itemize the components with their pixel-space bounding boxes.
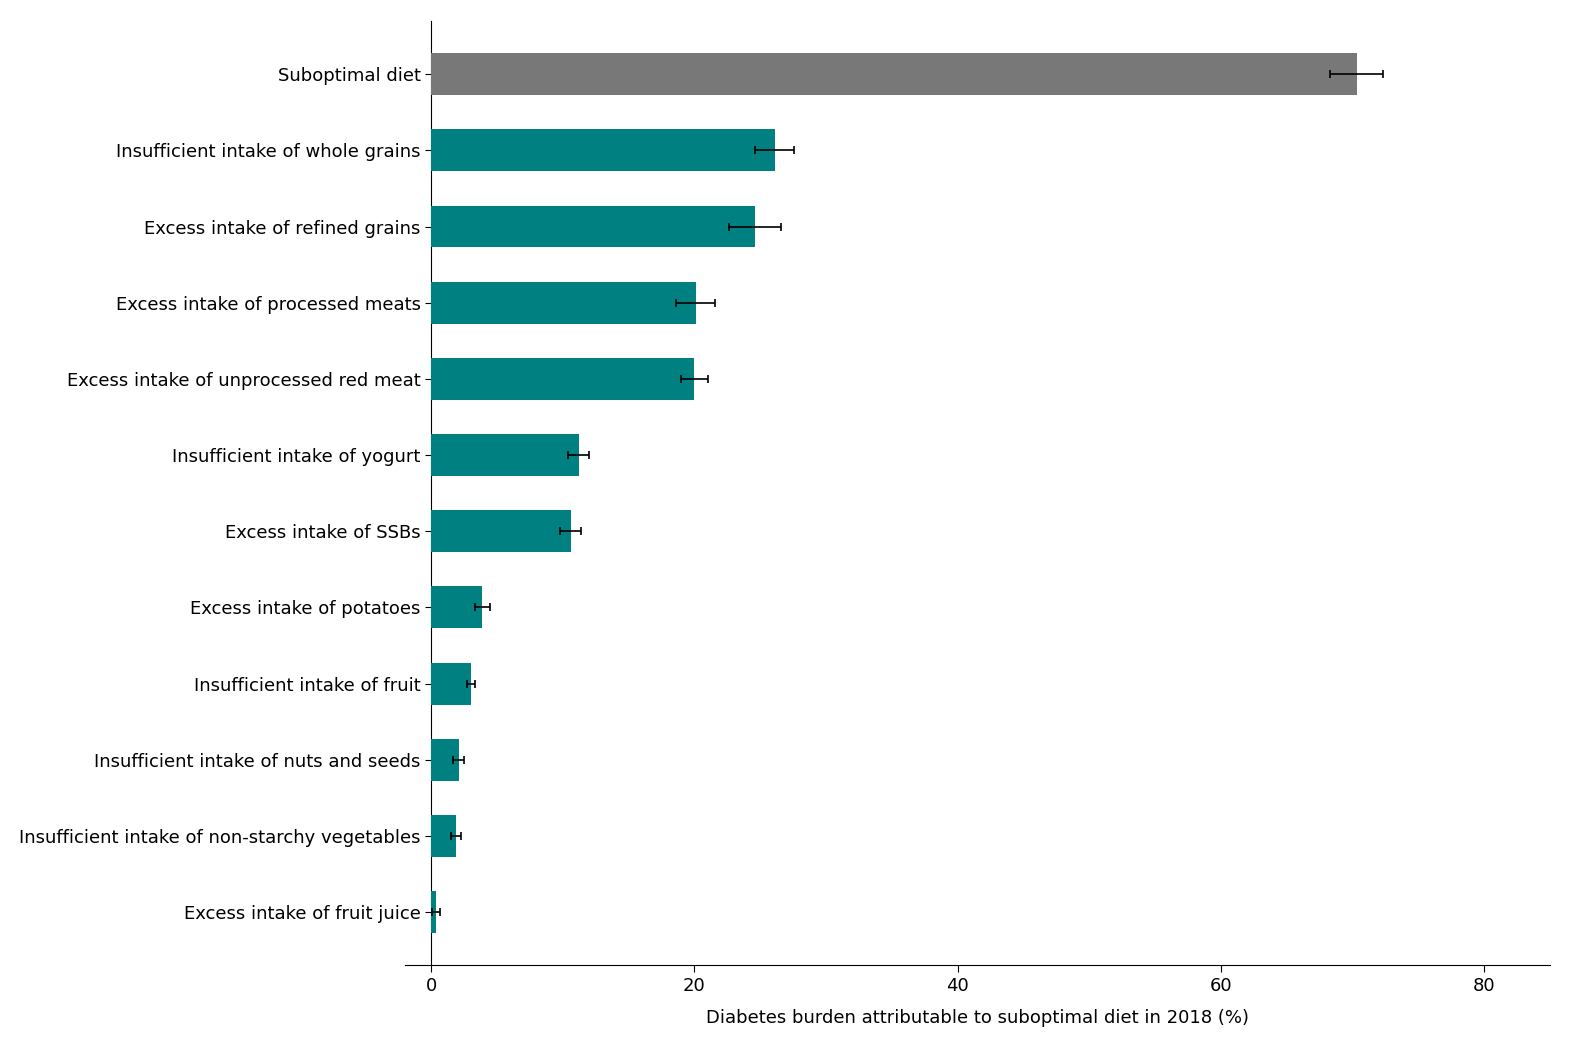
- Bar: [430, 129, 775, 171]
- Bar: [430, 53, 1357, 95]
- Bar: [430, 510, 570, 552]
- Bar: [430, 205, 756, 247]
- X-axis label: Diabetes burden attributable to suboptimal diet in 2018 (%): Diabetes burden attributable to suboptim…: [705, 1009, 1249, 1027]
- Bar: [430, 358, 694, 400]
- Bar: [430, 815, 456, 857]
- Bar: [430, 891, 437, 933]
- Bar: [430, 587, 482, 629]
- Bar: [430, 434, 578, 476]
- Bar: [430, 282, 696, 324]
- Bar: [430, 739, 459, 781]
- Bar: [430, 662, 471, 704]
